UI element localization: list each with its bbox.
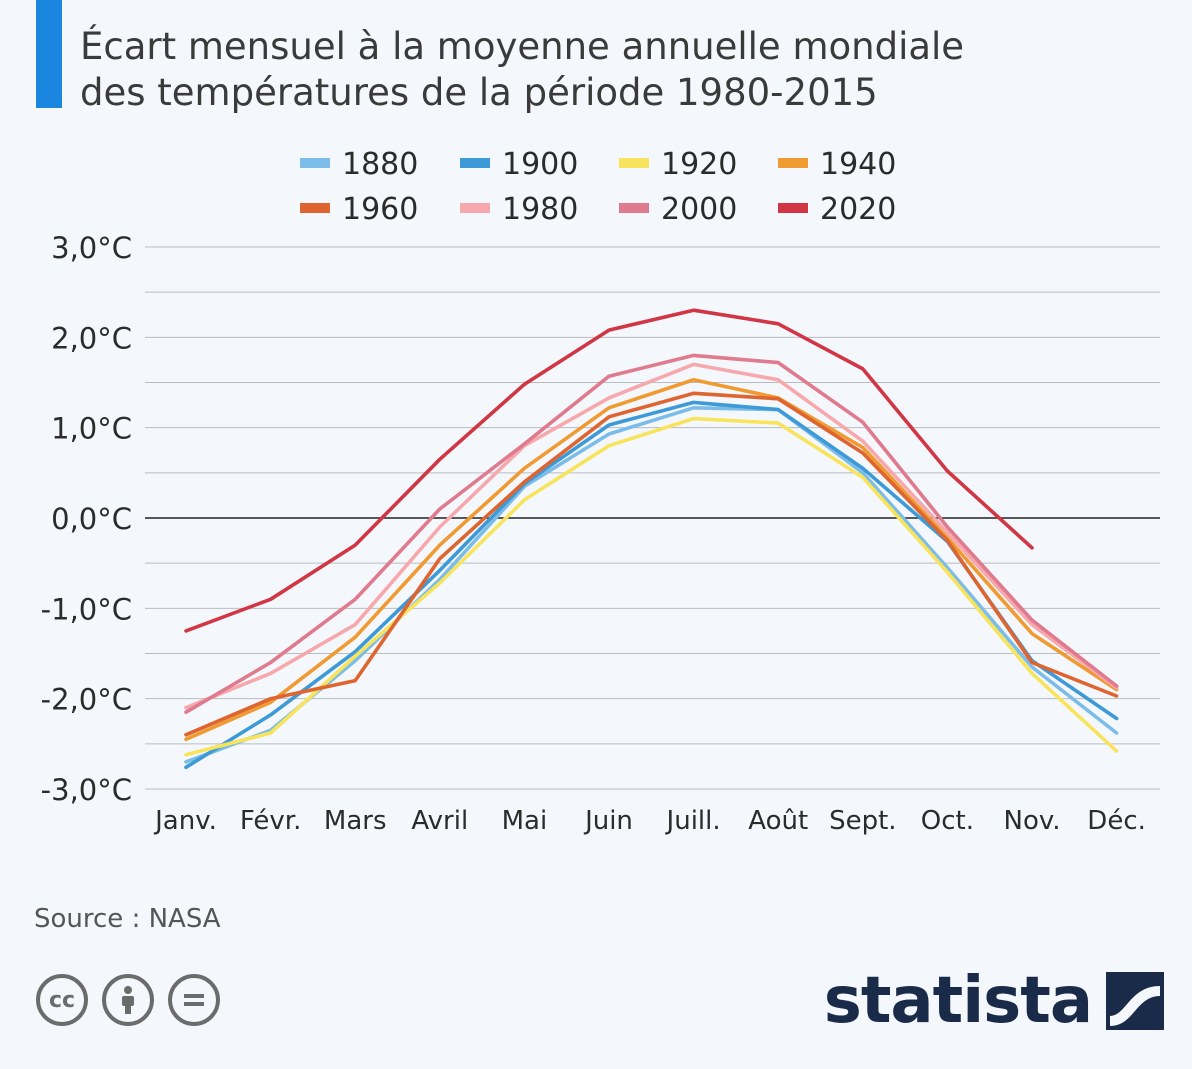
legend-label: 1920 bbox=[661, 147, 737, 182]
x-tick-label: Mai bbox=[502, 806, 548, 836]
accent-bar bbox=[36, 0, 62, 108]
x-tick-label: Avril bbox=[411, 806, 468, 836]
chart-title: Écart mensuel à la moyenne annuelle mond… bbox=[80, 24, 1160, 116]
series-line-1960 bbox=[184, 391, 1119, 737]
legend-item: 2020 bbox=[778, 192, 896, 227]
legend-swatch bbox=[460, 203, 490, 213]
legend-item: 2000 bbox=[619, 192, 737, 227]
y-tick-label: -3,0°C bbox=[41, 773, 132, 807]
y-tick-label: 2,0°C bbox=[51, 321, 132, 355]
legend-item: 1900 bbox=[460, 147, 578, 182]
legend-label: 1940 bbox=[820, 147, 896, 182]
license-icons: cc bbox=[36, 974, 220, 1026]
legend-item: 1940 bbox=[778, 147, 896, 182]
x-tick-label: Oct. bbox=[921, 806, 974, 836]
y-tick-label: 1,0°C bbox=[51, 412, 132, 446]
no-derivatives-icon[interactable] bbox=[168, 974, 220, 1026]
y-tick-label: -2,0°C bbox=[41, 683, 132, 717]
legend-label: 1980 bbox=[502, 192, 578, 227]
legend-swatch bbox=[300, 203, 330, 213]
series-line-2000 bbox=[184, 353, 1119, 715]
x-tick-label: Juin bbox=[583, 806, 633, 836]
x-tick-label: Janv. bbox=[153, 806, 217, 836]
title-line-2: des températures de la période 1980-2015 bbox=[80, 71, 878, 114]
series-line-1940 bbox=[184, 377, 1119, 742]
series-line-1880 bbox=[184, 405, 1119, 764]
series-line-1980 bbox=[184, 362, 1119, 710]
legend-swatch bbox=[619, 203, 649, 213]
legend-label: 1880 bbox=[342, 147, 418, 182]
title-line-1: Écart mensuel à la moyenne annuelle mond… bbox=[80, 25, 965, 68]
attribution-icon[interactable] bbox=[102, 974, 154, 1026]
y-tick-label: 0,0°C bbox=[51, 502, 132, 536]
legend-swatch bbox=[300, 158, 330, 168]
legend-item: 1920 bbox=[619, 147, 737, 182]
x-tick-label: Nov. bbox=[1004, 806, 1061, 836]
legend-item: 1880 bbox=[300, 147, 418, 182]
x-tick-label: Déc. bbox=[1087, 806, 1146, 836]
legend-label: 2000 bbox=[661, 192, 737, 227]
cc-icon[interactable]: cc bbox=[36, 974, 88, 1026]
x-tick-label: Août bbox=[748, 806, 808, 836]
series-line-2020 bbox=[184, 308, 1034, 633]
series-line-1920 bbox=[184, 416, 1119, 757]
legend-item: 1980 bbox=[460, 192, 578, 227]
source-note: Source : NASA bbox=[34, 904, 221, 934]
legend-swatch bbox=[460, 158, 490, 168]
y-tick-label: 3,0°C bbox=[51, 231, 132, 265]
x-tick-label: Févr. bbox=[240, 806, 301, 836]
y-tick-label: -1,0°C bbox=[41, 592, 132, 626]
legend-item: 1960 bbox=[300, 192, 418, 227]
x-tick-label: Juill. bbox=[665, 806, 721, 836]
statista-logo[interactable]: statista bbox=[824, 966, 1164, 1036]
line-chart: 3,0°C 2,0°C 1,0°C 0,0°C -1,0°C -2,0°C -3,0°C Ja… bbox=[41, 147, 1160, 836]
statista-logo-icon bbox=[1106, 972, 1164, 1030]
legend-label: 1900 bbox=[502, 147, 578, 182]
legend-swatch bbox=[778, 158, 808, 168]
legend-label: 2020 bbox=[820, 192, 896, 227]
legend-label: 1960 bbox=[342, 192, 418, 227]
legend-swatch bbox=[619, 158, 649, 168]
statista-wordmark: statista bbox=[823, 964, 1093, 1038]
x-tick-label: Sept. bbox=[829, 806, 896, 836]
x-tick-label: Mars bbox=[324, 806, 387, 836]
legend-swatch bbox=[778, 203, 808, 213]
